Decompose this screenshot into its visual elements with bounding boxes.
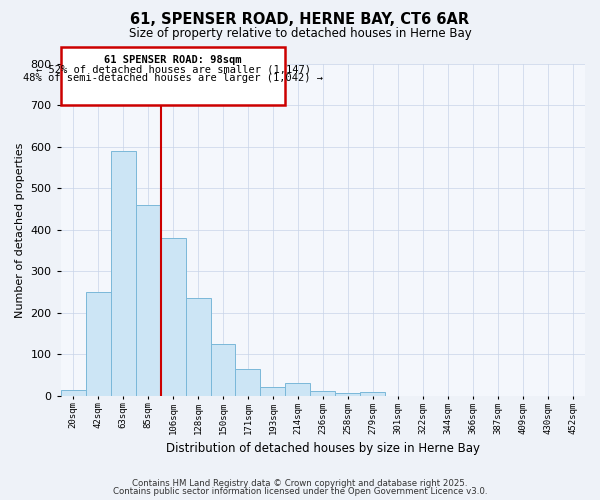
- Text: Contains public sector information licensed under the Open Government Licence v3: Contains public sector information licen…: [113, 487, 487, 496]
- Bar: [335, 392, 361, 396]
- Bar: [110, 151, 136, 396]
- Bar: [211, 344, 235, 396]
- Text: Size of property relative to detached houses in Herne Bay: Size of property relative to detached ho…: [128, 28, 472, 40]
- Text: 48% of semi-detached houses are larger (1,042) →: 48% of semi-detached houses are larger (…: [23, 73, 323, 83]
- X-axis label: Distribution of detached houses by size in Herne Bay: Distribution of detached houses by size …: [166, 442, 480, 455]
- Text: 61 SPENSER ROAD: 98sqm: 61 SPENSER ROAD: 98sqm: [104, 55, 242, 65]
- Bar: [286, 382, 310, 396]
- Bar: [361, 392, 385, 396]
- Bar: [86, 292, 110, 396]
- Bar: [61, 48, 286, 106]
- Bar: [161, 238, 185, 396]
- Bar: [185, 298, 211, 396]
- Bar: [310, 391, 335, 396]
- Bar: [136, 205, 161, 396]
- Text: 61, SPENSER ROAD, HERNE BAY, CT6 6AR: 61, SPENSER ROAD, HERNE BAY, CT6 6AR: [130, 12, 470, 28]
- Bar: [61, 390, 86, 396]
- Text: Contains HM Land Registry data © Crown copyright and database right 2025.: Contains HM Land Registry data © Crown c…: [132, 478, 468, 488]
- Bar: [260, 386, 286, 396]
- Bar: [235, 369, 260, 396]
- Text: ← 52% of detached houses are smaller (1,147): ← 52% of detached houses are smaller (1,…: [35, 64, 311, 74]
- Y-axis label: Number of detached properties: Number of detached properties: [15, 142, 25, 318]
